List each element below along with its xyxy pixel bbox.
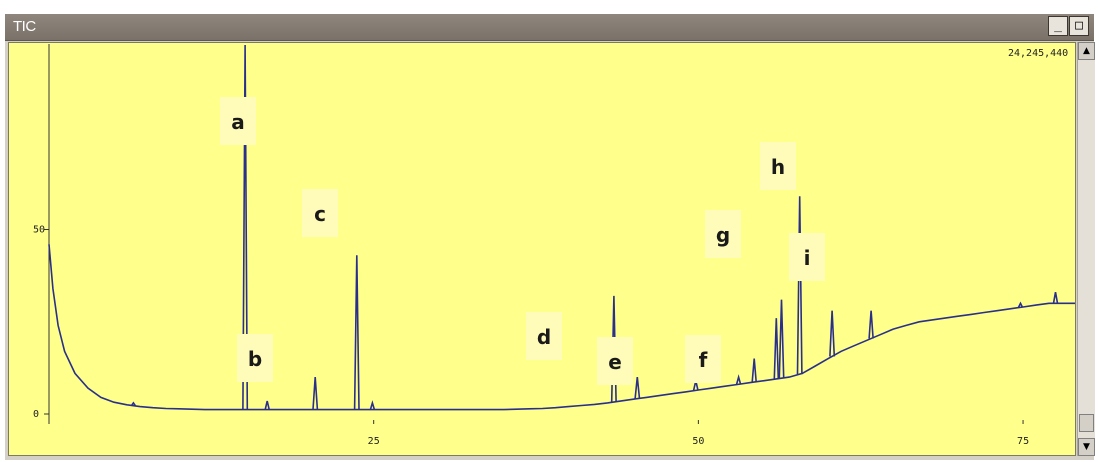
peak-label-b: b <box>248 347 262 371</box>
maximize-button[interactable]: □ <box>1069 16 1089 36</box>
vertical-scrollbar[interactable]: ▲ ▼ <box>1077 42 1095 456</box>
scroll-down-icon[interactable]: ▼ <box>1078 438 1095 456</box>
peak-label-f: f <box>699 348 708 372</box>
minimize-button[interactable]: _ <box>1048 16 1068 36</box>
peak-label-box <box>597 337 633 385</box>
peak-e <box>634 377 641 399</box>
peak-label-d: d <box>537 325 551 349</box>
plot-area <box>8 42 1076 456</box>
minor-peak <box>1052 292 1059 304</box>
peak-i <box>829 310 836 357</box>
y-tick-label: 0 <box>33 409 39 420</box>
peak-g <box>778 299 785 379</box>
peak-label-a: a <box>231 110 245 134</box>
peak-labels: a b c d e f g h i <box>220 97 825 385</box>
scroll-up-icon[interactable]: ▲ <box>1078 42 1095 60</box>
peak-c <box>353 255 360 410</box>
peak-label-box <box>526 312 562 360</box>
x-tick-label: 50 <box>692 436 704 447</box>
chromatogram-chart: 24,245,440 0 50 25 50 75 a b c d e f g h i <box>33 44 1075 447</box>
peak-label-box <box>302 189 338 237</box>
title-bar: TIC _ □ <box>5 14 1094 41</box>
scroll-thumb[interactable] <box>1079 414 1094 432</box>
x-tick-label: 75 <box>1017 436 1029 447</box>
window-title: TIC <box>13 18 36 35</box>
peak-label-box <box>789 233 825 281</box>
minor-peak <box>773 318 780 379</box>
trace-baseline <box>48 244 1075 411</box>
peak-label-box <box>760 142 796 190</box>
y-tick-label: 50 <box>33 225 45 236</box>
minor-peak <box>130 401 137 407</box>
peak-label-box <box>705 210 741 258</box>
peak-label-box <box>237 334 273 382</box>
peak-a <box>242 44 249 410</box>
peak-label-i: i <box>804 246 811 270</box>
peak-label-c: c <box>314 202 326 226</box>
minor-peak <box>735 374 742 385</box>
minor-peak <box>868 310 874 339</box>
minor-peak <box>369 400 376 410</box>
trace-group <box>48 44 1075 411</box>
peak-label-box <box>220 97 256 145</box>
max-intensity-label: 24,245,440 <box>1008 48 1068 59</box>
peak-b <box>312 377 319 410</box>
peak-label-g: g <box>716 223 730 247</box>
minor-peak <box>751 358 757 383</box>
x-tick-label: 25 <box>368 436 380 447</box>
peak-h <box>796 196 803 375</box>
peak-label-h: h <box>771 155 785 179</box>
peak-label-e: e <box>608 350 622 374</box>
minor-peak <box>264 400 270 410</box>
y-ticks: 0 50 <box>33 225 49 420</box>
minor-peak <box>1017 301 1024 308</box>
x-ticks: 25 50 75 <box>368 420 1029 447</box>
peak-label-box <box>685 335 721 383</box>
